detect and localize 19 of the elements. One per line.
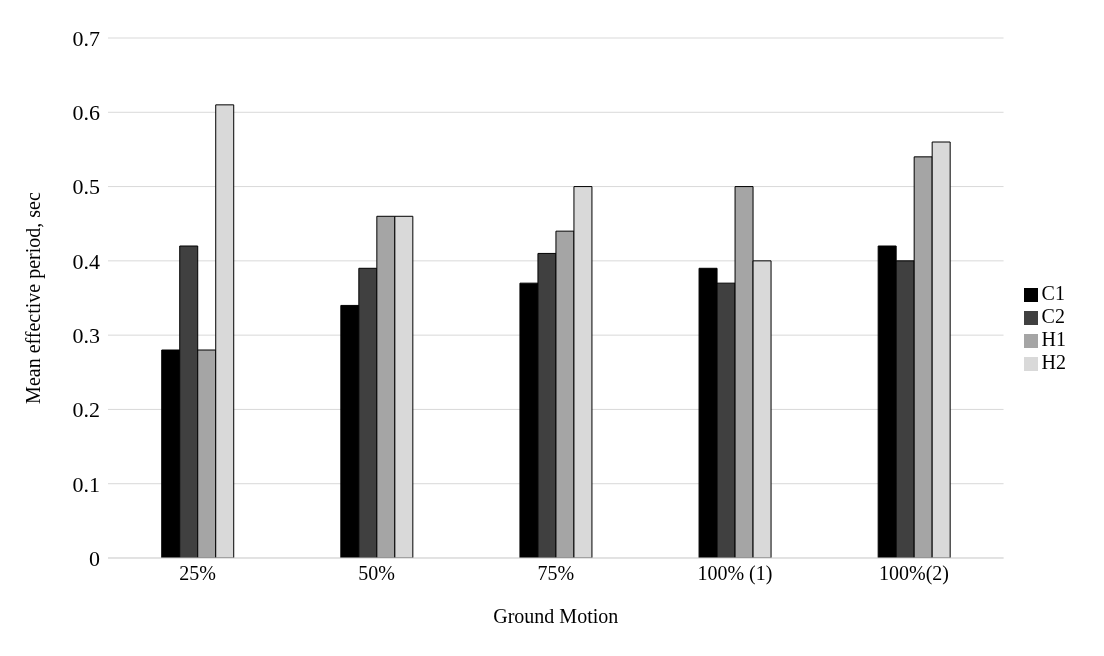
x-tick-label: 50% (358, 562, 395, 585)
y-tick-label: 0.5 (72, 174, 100, 200)
x-tick-label: 100%(2) (879, 562, 949, 586)
x-tick-label: 25% (179, 562, 216, 585)
x-tick-label: 100% (1) (697, 562, 773, 586)
y-tick-label: 0.6 (72, 100, 100, 126)
legend-label: C2 (1041, 305, 1065, 327)
y-tick-label: 0.3 (72, 322, 100, 348)
y-tick-label: 0.4 (72, 248, 100, 274)
x-tick-label: 75% (537, 562, 575, 585)
legend-label: H1 (1041, 328, 1066, 350)
y-tick-label: 0.2 (72, 397, 100, 423)
y-axis-title: Mean effective period, sec (22, 192, 46, 404)
legend-label: H2 (1041, 351, 1066, 373)
y-tick-label: 0.7 (72, 25, 100, 51)
y-tick-label: 0.1 (72, 471, 100, 497)
y-tick-label: 0 (89, 545, 100, 571)
legend-label: C1 (1041, 282, 1065, 304)
x-axis-title: Ground Motion (493, 605, 619, 627)
